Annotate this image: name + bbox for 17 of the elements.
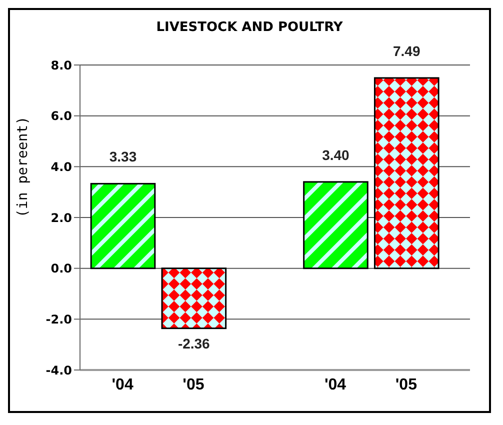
data-label: -2.36 [178,335,210,352]
data-label: 3.40 [322,146,350,163]
y-tick-label: 0.0 [50,262,72,276]
y-tick-label: -4.0 [46,363,72,378]
x-tick-label: '05 [182,376,204,394]
y-tick-label: -2.0 [46,312,72,326]
x-tick-label: '04 [324,376,346,394]
x-tick-label: '04 [112,376,134,394]
y-axis-title: (in pereent) [14,116,31,218]
y-tick-label: 6.0 [50,109,72,124]
y-tick-label: 8.0 [50,58,72,72]
y-tick-label: 4.0 [50,160,72,174]
chart-title: LIVESTOCK AND POULTRY [155,20,344,35]
data-label: 7.49 [393,42,420,59]
data-label: 3.33 [109,148,137,165]
x-tick-label: '05 [395,376,418,394]
y-tick-label: 2.0 [50,210,72,225]
